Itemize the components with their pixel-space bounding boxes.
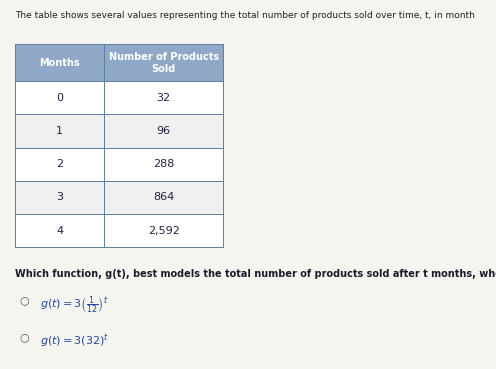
- Text: Which function, g(t), best models the total number of products sold after t mont: Which function, g(t), best models the to…: [15, 269, 496, 279]
- Text: ○: ○: [20, 332, 30, 342]
- Text: ○: ○: [20, 295, 30, 305]
- Text: 2,592: 2,592: [148, 225, 180, 236]
- Text: $g(t) = 3\left(\frac{1}{12}\right)^t$: $g(t) = 3\left(\frac{1}{12}\right)^t$: [40, 295, 108, 316]
- Text: 4: 4: [56, 225, 63, 236]
- Text: 0: 0: [56, 93, 63, 103]
- Text: Months: Months: [39, 58, 80, 68]
- Text: $g(t) = 3(32)^t$: $g(t) = 3(32)^t$: [40, 332, 109, 350]
- Text: 3: 3: [56, 192, 63, 203]
- Text: 32: 32: [157, 93, 171, 103]
- Text: Number of Products
Sold: Number of Products Sold: [109, 52, 219, 73]
- Text: The table shows several values representing the total number of products sold ov: The table shows several values represent…: [15, 11, 475, 20]
- Text: 96: 96: [157, 126, 171, 136]
- Text: 288: 288: [153, 159, 175, 169]
- Text: 2: 2: [56, 159, 63, 169]
- Text: 1: 1: [56, 126, 63, 136]
- Text: 864: 864: [153, 192, 174, 203]
